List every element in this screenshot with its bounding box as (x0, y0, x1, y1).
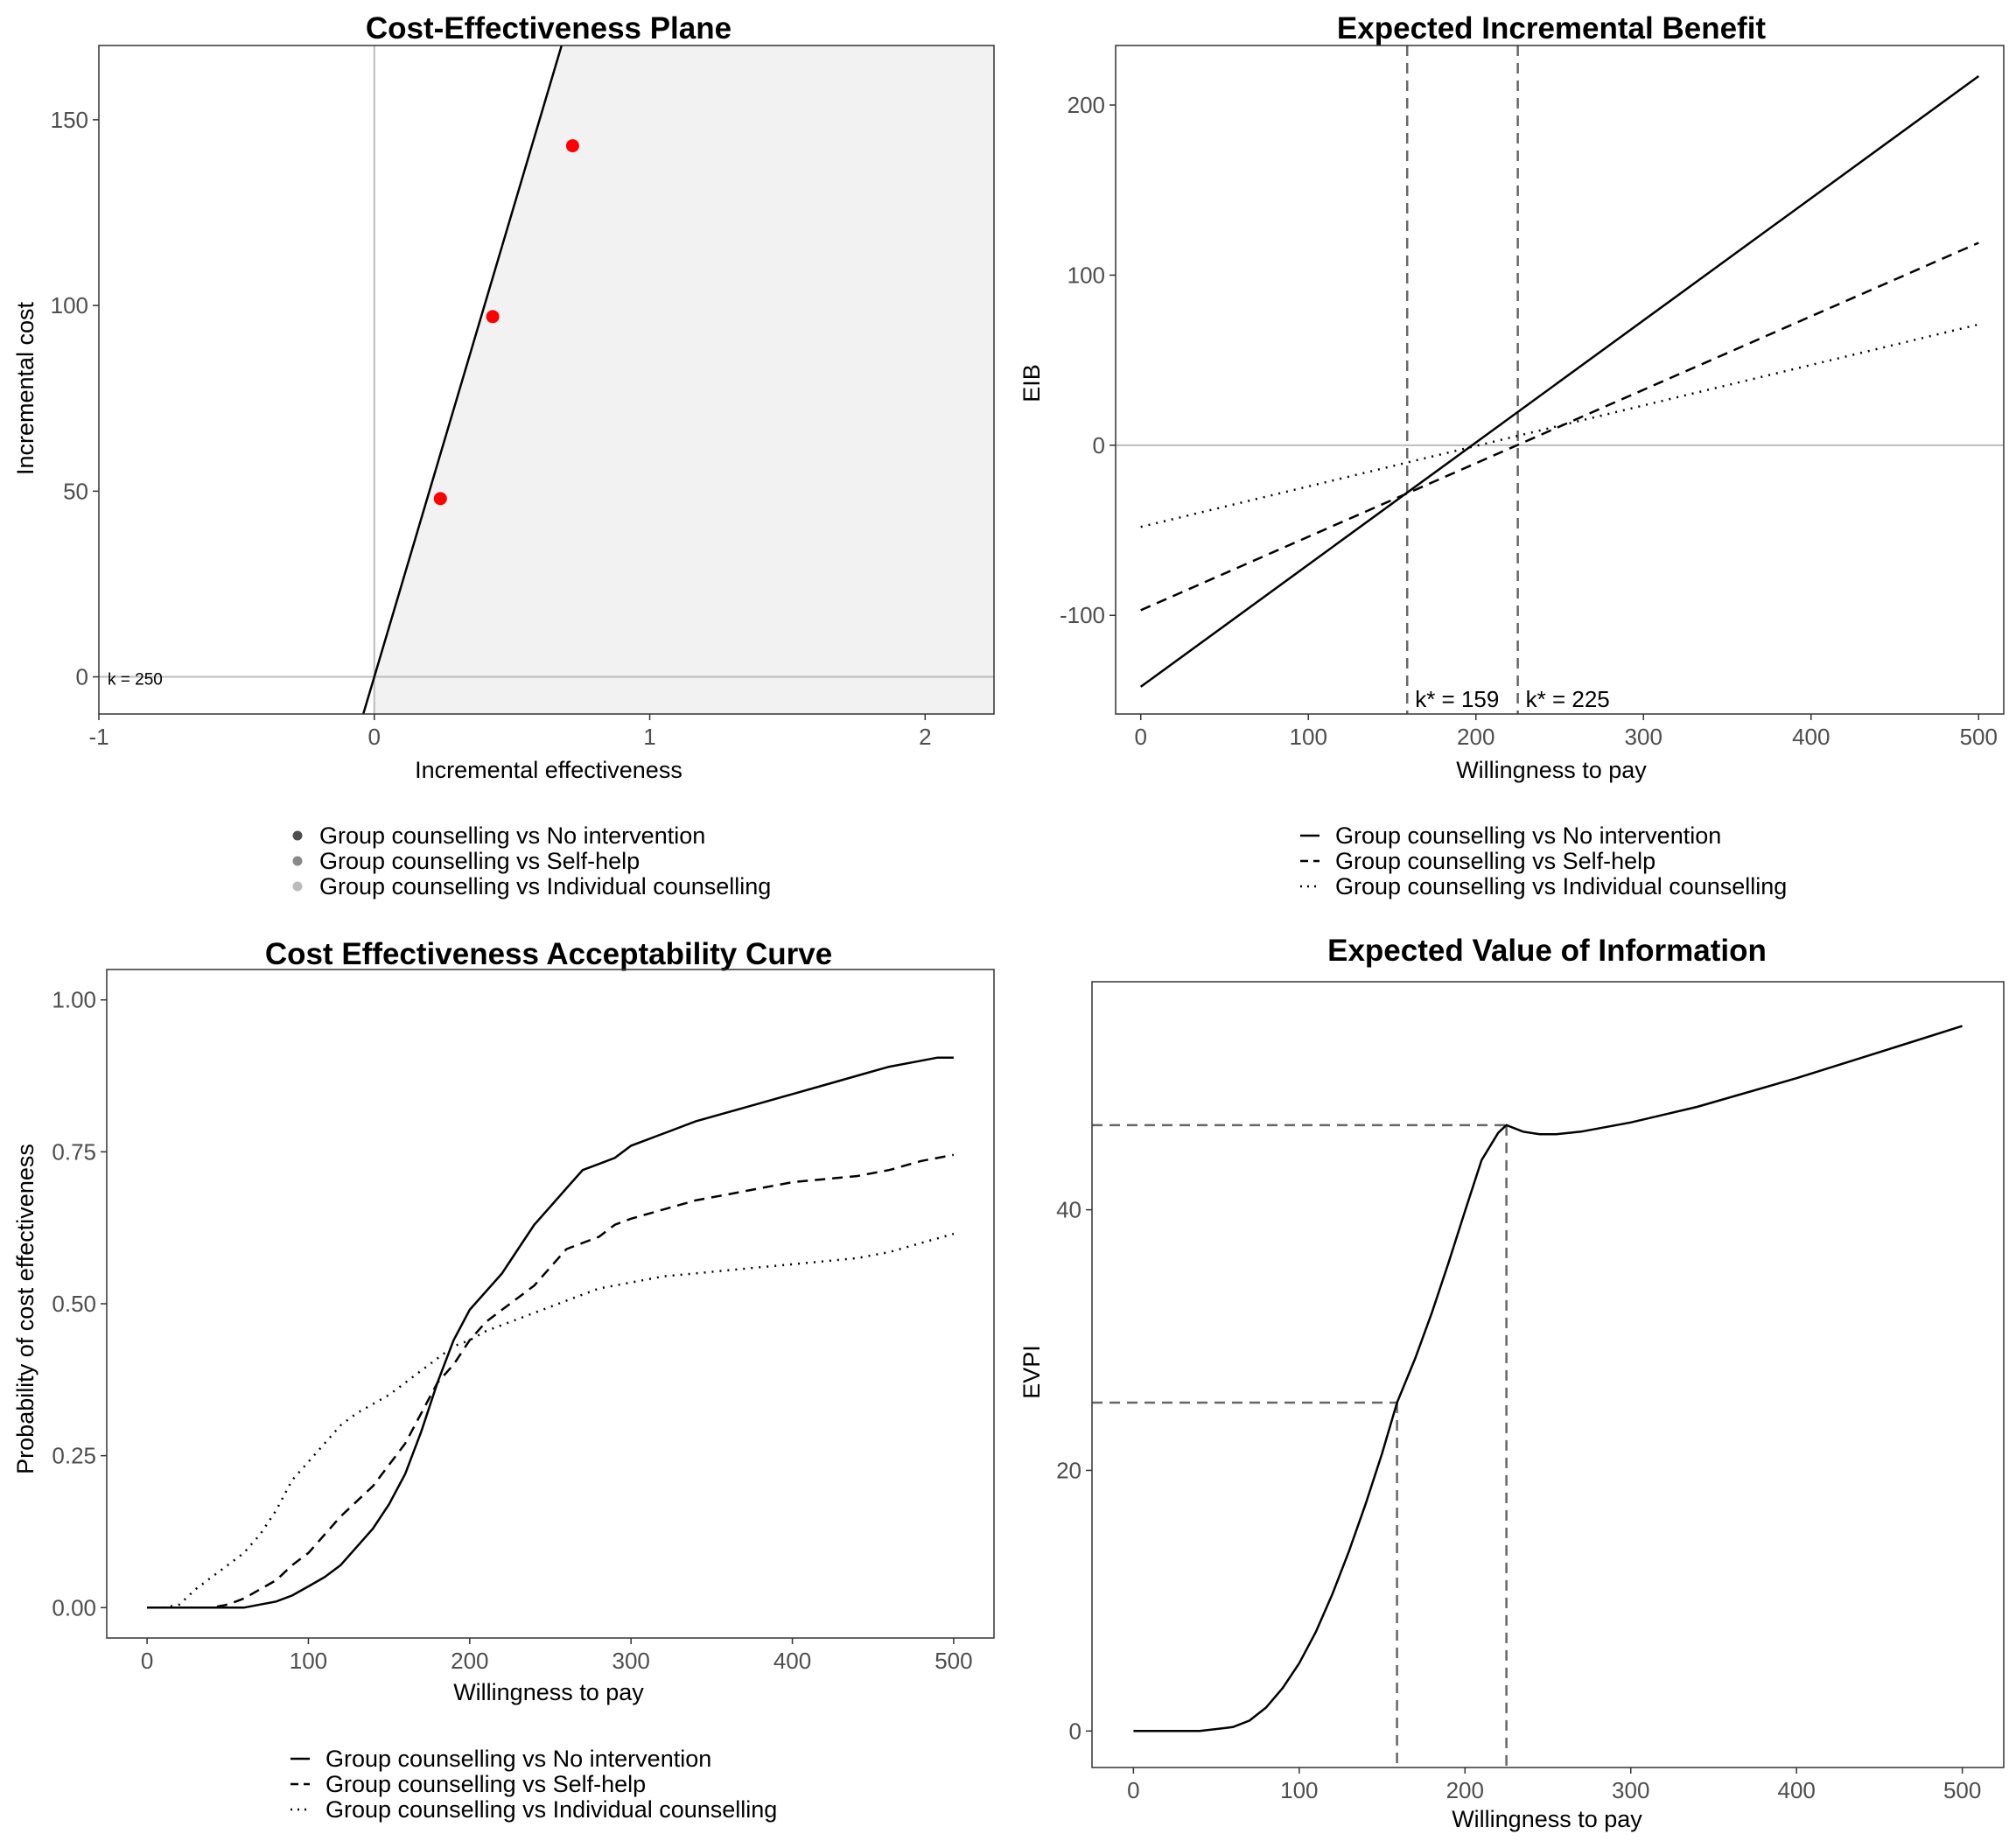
eib-legend: Group counselling vs No interventionGrou… (1300, 822, 1787, 900)
ce-plane-title: Cost-Effectiveness Plane (366, 11, 732, 46)
eib-x-tick-label: 300 (1625, 724, 1662, 750)
ceac-legend-label: Group counselling vs Self-help (326, 1771, 646, 1797)
evpi-x-tick-label: 100 (1280, 1777, 1318, 1803)
evpi-y-tick-label: 20 (1056, 1457, 1082, 1483)
ce-plane-point (486, 310, 500, 324)
eib-x-tick-label: 100 (1290, 724, 1327, 750)
eib-y-tick-label: 0 (1093, 432, 1105, 458)
evpi-x-label: Willingness to pay (1452, 1806, 1642, 1832)
ceac-legend: Group counselling vs No interventionGrou… (290, 1746, 777, 1823)
ceac-x-tick-label: 100 (290, 1648, 327, 1674)
eib-y-label: EIB (1018, 364, 1045, 402)
ceac-y-tick-label: 0.50 (52, 1291, 96, 1317)
evpi-y-label: EVPI (1018, 1345, 1045, 1399)
eib-panel: Expected Incremental Benefit Willingness… (1018, 11, 2005, 900)
ce-plane-x-tick-label: 1 (643, 724, 655, 750)
evpi-x-tick-label: 0 (1127, 1777, 1139, 1803)
ce-plane-legend-key (292, 830, 303, 841)
ce-plane-legend-label: Group counselling vs Individual counsell… (319, 873, 771, 900)
eib-y-tick-label: 100 (1068, 262, 1105, 288)
ceac-y-tick-label: 0.25 (52, 1443, 96, 1469)
ce-plane-y-tick-label: 50 (63, 478, 88, 504)
ceac-panel-border (106, 969, 995, 1639)
eib-y-tick-label: -100 (1060, 602, 1105, 628)
eib-series-line (1139, 74, 1980, 688)
ceac-series-line (147, 1232, 955, 1609)
eib-breakeven-annotation: k* = 159 (1415, 686, 1499, 712)
ceac-title: Cost Effectiveness Acceptability Curve (265, 937, 832, 971)
ce-plane-y-tick-label: 100 (51, 292, 88, 318)
ce-plane-wtp-threshold-line (361, 46, 564, 714)
ce-plane-legend-key (292, 856, 303, 866)
ce-plane-legend: Group counselling vs No interventionGrou… (292, 822, 771, 900)
ce-plane-y-tick-label: 0 (76, 664, 88, 690)
evpi-curve (1133, 1025, 1963, 1732)
eib-legend-label: Group counselling vs Self-help (1335, 848, 1656, 874)
ceac-panel: Cost Effectiveness Acceptability Curve W… (12, 937, 995, 1823)
eib-x-tick-label: 500 (1960, 724, 1998, 750)
ceac-x-tick-label: 400 (774, 1648, 811, 1674)
ce-plane-x-tick-label: -1 (88, 724, 108, 750)
ce-plane-point (433, 492, 447, 506)
evpi-panel-border (1091, 981, 2005, 1768)
evpi-x-tick-label: 500 (1943, 1777, 1981, 1803)
evpi-x-tick-label: 200 (1446, 1777, 1484, 1803)
ceac-x-tick-label: 300 (612, 1648, 649, 1674)
ceac-y-tick-label: 1.00 (52, 987, 96, 1013)
ce-plane-legend-key (292, 881, 303, 892)
ce-plane-x-tick-label: 0 (368, 724, 381, 750)
ce-plane-y-tick-label: 150 (51, 107, 88, 133)
ce-plane-point (565, 139, 579, 153)
eib-breakeven-annotation: k* = 225 (1526, 686, 1610, 712)
eib-series-line (1140, 242, 1979, 612)
ceac-x-tick-label: 0 (141, 1648, 153, 1674)
eib-title: Expected Incremental Benefit (1337, 11, 1766, 46)
evpi-panel: Expected Value of Information Willingnes… (1018, 934, 2005, 1832)
ceac-x-tick-label: 500 (934, 1648, 972, 1674)
eib-x-tick-label: 400 (1792, 724, 1830, 750)
evpi-title: Expected Value of Information (1327, 934, 1767, 968)
evpi-y-tick-label: 0 (1069, 1718, 1082, 1744)
ce-plane-legend-label: Group counselling vs No intervention (319, 822, 705, 849)
ceac-y-label: Probability of cost effectiveness (12, 1144, 38, 1474)
ce-plane-wtp-label: k = 250 (108, 671, 163, 690)
ceac-y-tick-label: 0.75 (52, 1138, 96, 1165)
evpi-x-tick-label: 300 (1612, 1777, 1649, 1803)
eib-x-label: Willingness to pay (1456, 757, 1647, 783)
ce-plane-legend-label: Group counselling vs Self-help (319, 848, 640, 874)
eib-series-line (1140, 323, 1979, 528)
ceac-legend-label: Group counselling vs Individual counsell… (326, 1796, 777, 1823)
ceac-series-line (147, 1056, 954, 1609)
ceac-legend-label: Group counselling vs No intervention (326, 1746, 711, 1772)
ce-plane-y-label: Incremental cost (12, 301, 38, 475)
eib-legend-label: Group counselling vs No intervention (1335, 822, 1721, 849)
ce-plane-cost-effective-region (374, 46, 994, 714)
ceac-y-tick-label: 0.00 (52, 1594, 96, 1620)
evpi-y-tick-label: 40 (1056, 1197, 1082, 1223)
eib-x-tick-label: 200 (1457, 724, 1494, 750)
ce-plane-panel-border (98, 45, 995, 715)
ceac-x-tick-label: 200 (451, 1648, 488, 1674)
ce-plane-x-tick-label: 2 (919, 724, 931, 750)
eib-x-tick-label: 0 (1134, 724, 1146, 750)
ce-plane-x-label: Incremental effectiveness (415, 757, 682, 783)
eib-legend-label: Group counselling vs Individual counsell… (1335, 873, 1787, 900)
eib-y-tick-label: 200 (1068, 92, 1105, 118)
eib-panel-border (1115, 45, 2005, 715)
ceac-series-line (147, 1153, 955, 1609)
ce-plane-panel: Cost-Effectiveness Plane Incremental eff… (12, 11, 995, 900)
evpi-x-tick-label: 400 (1777, 1777, 1815, 1803)
ceac-x-label: Willingness to pay (453, 1679, 644, 1705)
